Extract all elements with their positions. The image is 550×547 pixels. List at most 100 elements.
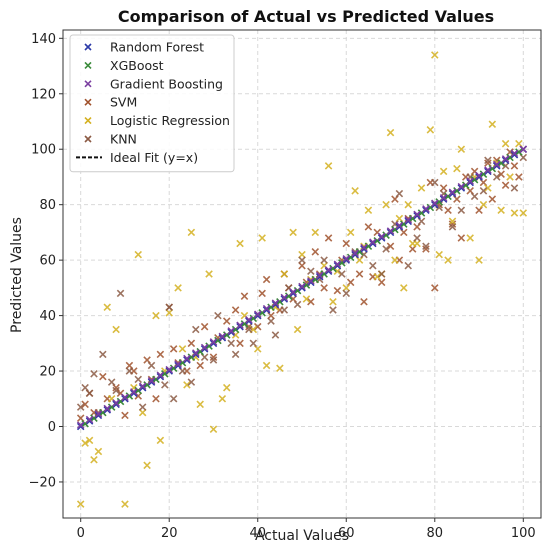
data-point <box>307 297 315 306</box>
data-point <box>165 303 173 312</box>
data-point <box>130 389 138 397</box>
data-point <box>112 400 120 409</box>
data-point <box>76 421 85 429</box>
data-point <box>484 184 492 192</box>
data-point <box>121 395 129 403</box>
data-point <box>271 331 280 339</box>
data-point <box>386 228 395 237</box>
data-point <box>231 306 240 314</box>
data-point <box>276 364 284 373</box>
data-point <box>346 228 355 237</box>
data-point <box>209 338 218 346</box>
data-point <box>488 120 497 129</box>
data-point <box>214 311 222 320</box>
data-point <box>506 148 514 156</box>
y-tick-label: 120 <box>31 87 56 102</box>
data-point <box>515 173 523 181</box>
data-point <box>187 228 196 237</box>
data-point <box>289 288 297 296</box>
data-point <box>333 260 342 269</box>
legend-marker <box>84 98 92 106</box>
data-point <box>231 350 240 359</box>
data-point <box>497 170 505 178</box>
data-point <box>404 217 412 226</box>
data-point <box>484 167 492 176</box>
data-point <box>382 245 390 253</box>
data-point <box>218 395 227 403</box>
data-point <box>333 261 342 270</box>
data-point <box>156 371 165 379</box>
y-tick-label: 0 <box>48 420 56 435</box>
y-tick-label: 100 <box>31 143 56 158</box>
data-point <box>280 270 289 278</box>
data-point <box>342 256 351 264</box>
data-point <box>156 436 165 445</box>
data-point <box>342 289 351 298</box>
data-point <box>200 322 209 331</box>
plot-frame <box>62 29 542 519</box>
legend-label: Gradient Boosting <box>110 76 223 91</box>
data-point <box>236 339 244 348</box>
data-point <box>161 381 169 389</box>
data-point <box>81 439 89 447</box>
data-point <box>395 221 404 230</box>
data-point <box>174 360 182 368</box>
data-point <box>439 167 448 176</box>
data-point <box>422 245 430 253</box>
data-point <box>510 151 519 159</box>
data-point <box>121 500 129 508</box>
data-point <box>99 372 107 381</box>
data-point <box>222 383 231 392</box>
data-point <box>289 228 297 237</box>
data-point <box>448 189 457 198</box>
data-point <box>85 389 94 397</box>
legend-marker <box>84 117 92 125</box>
data-point <box>448 220 457 228</box>
data-point <box>466 234 474 242</box>
y-tick-label: 140 <box>31 32 56 47</box>
data-point <box>311 248 320 256</box>
x-axis-label: Actual Values <box>255 528 349 544</box>
data-point <box>369 238 377 246</box>
data-point <box>510 162 519 170</box>
data-point <box>116 289 125 298</box>
y-axis-label: Predicted Values <box>9 217 25 333</box>
data-point <box>439 195 448 203</box>
data-point <box>404 200 412 209</box>
data-point <box>386 227 395 235</box>
y-tick-label: 60 <box>39 254 56 269</box>
data-point <box>245 317 253 325</box>
data-point <box>475 256 483 264</box>
data-point <box>519 145 528 153</box>
data-point <box>169 395 178 403</box>
data-point <box>338 270 346 278</box>
data-point <box>200 343 209 352</box>
data-point <box>364 206 373 214</box>
data-point <box>439 193 448 202</box>
data-point <box>209 353 218 361</box>
data-point <box>360 245 368 253</box>
data-point <box>404 261 412 270</box>
x-tick-label: 40 <box>249 526 266 541</box>
data-point <box>351 187 359 195</box>
data-point <box>333 267 342 275</box>
data-point <box>413 234 421 242</box>
x-tick-label: 60 <box>338 526 355 541</box>
data-point <box>112 325 120 334</box>
data-point <box>253 310 262 318</box>
data-point <box>475 171 483 180</box>
data-point <box>138 382 147 391</box>
data-point <box>377 270 386 278</box>
data-point <box>236 321 244 330</box>
x-axis-ticks: 0 20 40 60 80 100 <box>77 518 536 541</box>
data-point <box>138 408 147 417</box>
data-point <box>466 177 474 185</box>
data-point <box>444 256 452 264</box>
legend-marker <box>84 61 92 69</box>
y-tick-label: 20 <box>39 365 56 380</box>
data-point <box>134 375 143 384</box>
data-point <box>90 456 98 464</box>
data-point <box>178 345 187 353</box>
data-points <box>76 51 528 508</box>
data-point <box>426 126 435 134</box>
